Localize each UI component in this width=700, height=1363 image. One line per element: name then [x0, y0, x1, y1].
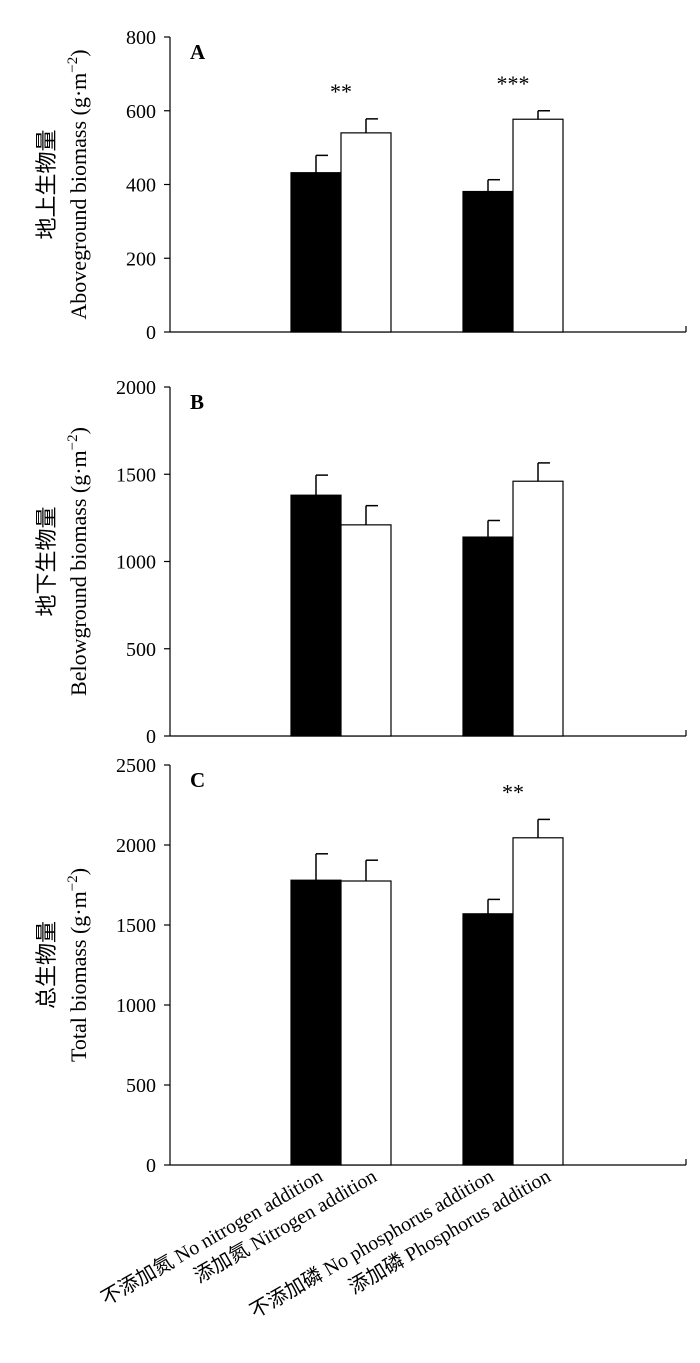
y-axis-title-en: Belowground biomass (g·m−2): [65, 427, 91, 696]
panel-letter: B: [190, 390, 204, 414]
bar: [512, 837, 564, 1166]
significance-marker: **: [502, 779, 524, 804]
significance-marker: **: [330, 79, 352, 104]
bar: [462, 190, 514, 333]
panel-c: 0 500 1000 1500 2000 2500 C ** 总生物量 Total biomass…: [34, 755, 687, 1177]
bar: [290, 494, 342, 737]
y-tick-label: 1000: [116, 552, 156, 574]
bar: [340, 880, 392, 1166]
y-tick-label: 2000: [116, 835, 156, 857]
y-tick-label: 2500: [116, 755, 156, 777]
y-tick-label: 1000: [116, 995, 156, 1017]
y-tick-label: 1500: [116, 915, 156, 937]
y-tick-label: 200: [126, 248, 156, 270]
y-tick-label: 400: [126, 175, 156, 197]
bar: [512, 480, 564, 737]
significance-marker: ***: [497, 71, 530, 96]
y-tick-label: 800: [126, 27, 156, 49]
y-tick-label: 500: [126, 639, 156, 661]
y-tick-label: 500: [126, 1075, 156, 1097]
panel-letter: C: [190, 768, 205, 792]
y-tick-label: 0: [146, 1155, 156, 1177]
bar: [290, 879, 342, 1166]
y-tick-label: 600: [126, 101, 156, 123]
bar: [290, 172, 342, 333]
y-axis-title-en: Total biomass (g·m−2): [65, 868, 91, 1062]
panel-letter: A: [190, 40, 206, 64]
y-axis-title-cn: 地上生物量: [34, 129, 59, 239]
bar: [340, 524, 392, 737]
y-tick-label: 0: [146, 322, 156, 344]
y-tick-label: 0: [146, 726, 156, 748]
bar: [462, 536, 514, 737]
panel-b: 0 500 1000 1500 2000 B 地下生物量 Belowground biomas…: [34, 377, 687, 748]
y-axis-title-cn: 总生物量: [34, 921, 59, 1009]
bar: [340, 132, 392, 333]
bar: [512, 118, 564, 333]
y-axis-title-cn: 地下生物量: [34, 506, 59, 616]
bar: [462, 913, 514, 1166]
y-axis-title-en: Aboveground biomass (g·m−2): [65, 49, 91, 319]
y-tick-label: 2000: [116, 377, 156, 399]
y-tick-label: 1500: [116, 464, 156, 486]
